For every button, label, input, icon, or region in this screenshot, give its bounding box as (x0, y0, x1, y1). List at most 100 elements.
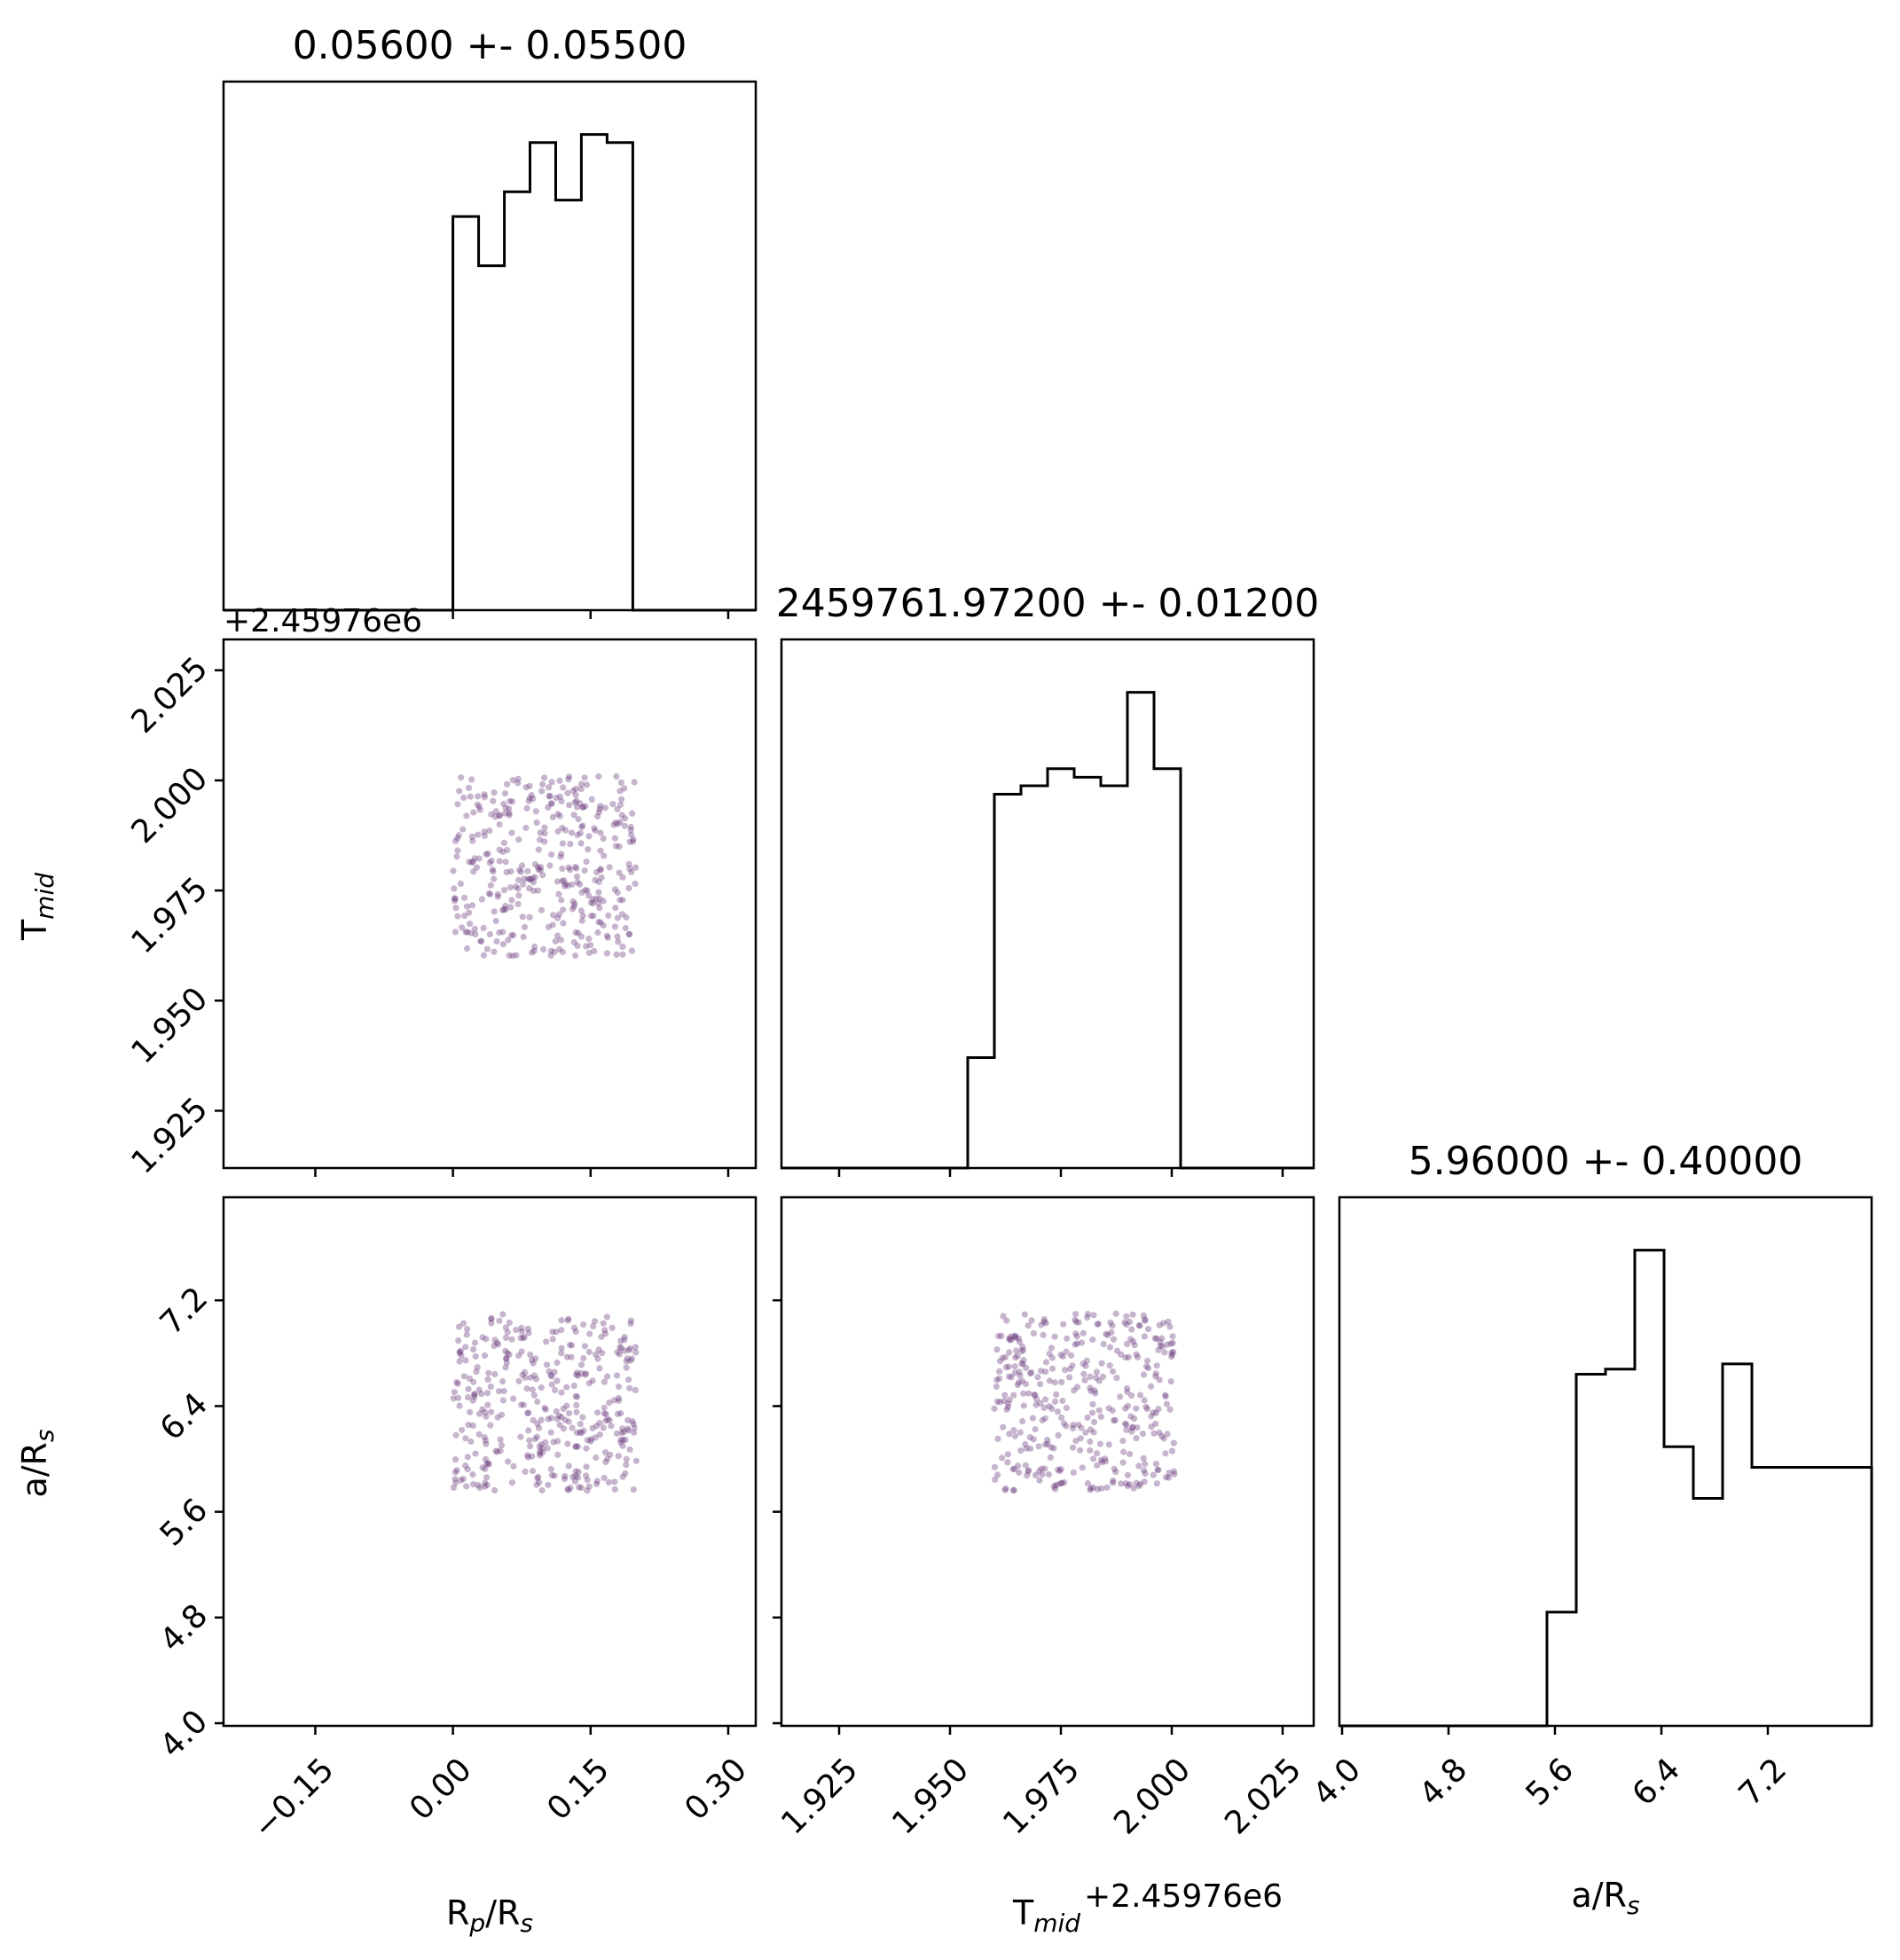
scatter-point (492, 1447, 499, 1454)
scatter-point (600, 1320, 607, 1327)
scatter-point (1041, 1415, 1048, 1422)
scatter-point (622, 1470, 629, 1477)
scatter-point (1142, 1470, 1149, 1477)
scatter-point (1078, 1424, 1085, 1431)
scatter-point (496, 812, 504, 819)
scatter-point (1087, 1446, 1094, 1454)
scatter-point (579, 1414, 586, 1421)
scatter-point (606, 1416, 613, 1423)
scatter-point (451, 885, 458, 892)
scatter-point (589, 1424, 596, 1431)
scatter-point (1006, 1396, 1013, 1403)
scatter-point (572, 1468, 579, 1475)
scatter-point (542, 1439, 549, 1446)
scatter-point (1109, 1322, 1116, 1329)
scatter-point (624, 1427, 632, 1434)
scatter-point (491, 948, 498, 955)
scatter-point (1040, 1331, 1047, 1338)
scatter-point (452, 1479, 459, 1486)
scatter-point (1136, 1322, 1143, 1329)
scatter-point (544, 1445, 551, 1452)
scatter-point (580, 1321, 587, 1329)
scatter-point (1040, 1404, 1048, 1411)
scatter-point (521, 875, 528, 882)
scatter-point (487, 1383, 494, 1391)
scatter-point (550, 912, 557, 919)
scatter-point (595, 1346, 602, 1353)
scatter-point (563, 1402, 570, 1409)
scatter-point (1082, 1362, 1089, 1369)
scatter-point (1129, 1423, 1136, 1431)
scatter-point (483, 1440, 490, 1447)
scatter-point (491, 875, 498, 882)
scatter-point (594, 1409, 601, 1416)
scatter-point (1010, 1486, 1017, 1494)
scatter-point (1000, 1423, 1007, 1431)
scatter-point (577, 933, 585, 940)
scatter-point (611, 1478, 618, 1486)
scatter-point (1087, 1384, 1094, 1392)
scatter-point (508, 798, 516, 805)
scatter-point (567, 841, 574, 848)
scatter-point (469, 1422, 476, 1429)
scatter-point (470, 1391, 478, 1398)
scatter-point (574, 804, 581, 811)
scatter-point (590, 1322, 597, 1329)
scatter-point (488, 1408, 495, 1415)
scatter-point (1040, 1316, 1048, 1323)
scatter-point (527, 1443, 534, 1450)
scatter-point (609, 801, 616, 808)
scatter-point (483, 1390, 491, 1397)
scatter-point (582, 803, 589, 810)
scatter-point (621, 822, 628, 829)
scatter-point (601, 1474, 608, 1482)
scatter-point (554, 1438, 561, 1445)
scatter-point (552, 937, 560, 945)
axes-frame (780, 1196, 1315, 1728)
scatter-point (1165, 1318, 1172, 1325)
scatter-point (1057, 1351, 1064, 1359)
scatter-point (463, 812, 470, 819)
scatter-point (1042, 1359, 1050, 1366)
scatter-point (481, 1352, 489, 1359)
scatter-point (1144, 1357, 1151, 1365)
scatter-point (514, 775, 522, 782)
scatter-point (521, 923, 529, 930)
scatter-point (1106, 1344, 1114, 1351)
scatter-point (1084, 1313, 1091, 1321)
scatter-point (621, 1337, 628, 1344)
scatter-point (1155, 1346, 1162, 1353)
scatter-point (1163, 1400, 1170, 1407)
scatter-point (459, 1476, 467, 1483)
scatter-point (503, 868, 510, 876)
scatter-point (502, 1324, 510, 1331)
scatter-point (1107, 1319, 1114, 1326)
scatter-point (1064, 1335, 1071, 1342)
scatter-point (565, 1418, 572, 1425)
x-tick-label: 6.4 (1626, 1752, 1687, 1813)
scatter-point (579, 804, 586, 811)
scatter-point (464, 1454, 471, 1461)
scatter-point (556, 777, 563, 784)
scatter-point (615, 1383, 623, 1391)
scatter-point (1052, 1486, 1059, 1493)
scatter-point (536, 1443, 543, 1450)
scatter-point (592, 1434, 599, 1441)
scatter-point (555, 890, 562, 898)
y-tick-label: 7.2 (153, 1281, 215, 1342)
scatter-point (1017, 1447, 1025, 1454)
scatter-point (1022, 1380, 1030, 1388)
scatter-point (589, 1377, 596, 1384)
scatter-point (526, 913, 533, 921)
scatter-point (611, 835, 619, 842)
scatter-point (600, 1424, 607, 1431)
scatter-point (560, 906, 567, 913)
scatter-point (1048, 1405, 1056, 1412)
scatter-point (1090, 1429, 1097, 1436)
scatter-point (474, 1364, 481, 1371)
scatter-point (558, 1350, 565, 1357)
scatter-point (475, 793, 482, 800)
scatter-point (625, 1346, 632, 1353)
scatter-point (585, 846, 592, 853)
scatter-point (488, 811, 495, 818)
